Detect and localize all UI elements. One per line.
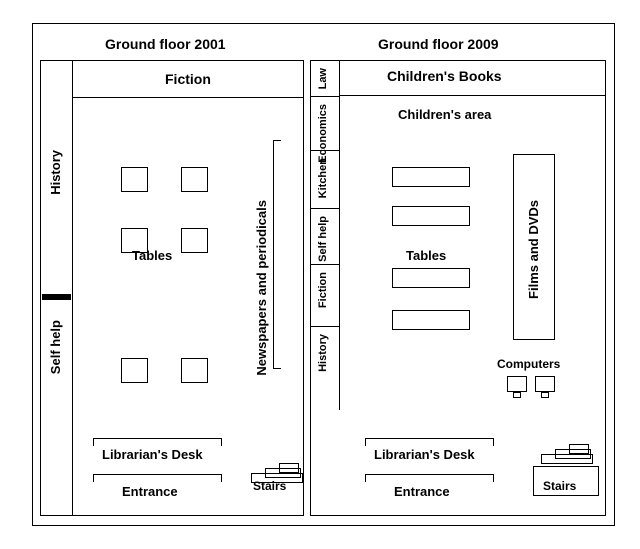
stairs-2009-s3 (541, 454, 593, 464)
bracket-newspapers-b (273, 368, 281, 369)
bracket-desk-2001-l (93, 438, 94, 446)
label-tables-2009: Tables (406, 248, 446, 263)
plan-2001-sidebar (40, 60, 73, 516)
table-2001-0-0 (121, 167, 148, 192)
bracket-entrance-2009 (365, 474, 493, 475)
table-2001-0-1 (181, 167, 208, 192)
table-2001-1-0 (121, 228, 148, 253)
label-computers: Computers (497, 357, 560, 371)
label-entrance-2001: Entrance (122, 484, 178, 499)
bracket-entrance-2009-r (493, 474, 494, 482)
computer-2-screen (535, 376, 555, 392)
label-childrens-area: Children's area (398, 107, 491, 122)
label-childrens-books: Children's Books (387, 68, 502, 84)
bracket-entrance-2001-r (221, 474, 222, 482)
table-2001-1-1 (181, 228, 208, 253)
side-room-label-0: Law (317, 68, 329, 89)
side-room-label-3: Self help (317, 216, 329, 262)
computer-1-stand (513, 392, 521, 398)
table-2001-3-1 (181, 358, 208, 383)
table-2009-0 (392, 167, 470, 187)
bracket-newspapers (273, 140, 274, 368)
table-2009-1 (392, 206, 470, 226)
label-stairs-2009: Stairs (543, 479, 576, 493)
bracket-desk-2001 (93, 438, 221, 439)
label-stairs-2001: Stairs (253, 479, 286, 493)
bracket-desk-2009 (365, 438, 493, 439)
sidebar-divider-2001 (42, 294, 71, 300)
bracket-entrance-2001-l (93, 474, 94, 482)
title-2009: Ground floor 2009 (378, 36, 499, 52)
bracket-desk-2009-r (493, 438, 494, 446)
title-2001: Ground floor 2001 (105, 36, 226, 52)
table-2001-3-0 (121, 358, 148, 383)
label-entrance-2009: Entrance (394, 484, 450, 499)
label-selfhelp-2001: Self help (48, 320, 63, 374)
diagram-stage: Ground floor 2001 Ground floor 2009 Histor… (0, 0, 640, 549)
label-newspapers: Newspapers and periodicals (254, 200, 269, 376)
side-room-label-5: History (317, 334, 329, 372)
bracket-desk-2001-r (221, 438, 222, 446)
side-room-label-2: Kitchen (317, 158, 329, 198)
label-films-dvds: Films and DVDs (526, 200, 541, 299)
bracket-entrance-2009-l (365, 474, 366, 482)
label-desk-2009: Librarian's Desk (374, 447, 475, 462)
label-fiction-2001: Fiction (165, 71, 211, 87)
label-desk-2001: Librarian's Desk (102, 447, 203, 462)
computer-1-screen (507, 376, 527, 392)
table-2009-3 (392, 310, 470, 330)
computer-2-stand (541, 392, 549, 398)
table-2009-2 (392, 268, 470, 288)
label-history-2001: History (48, 150, 63, 195)
side-room-label-4: Fiction (317, 272, 329, 308)
bracket-desk-2009-l (365, 438, 366, 446)
bracket-newspapers-t (273, 140, 281, 141)
bracket-entrance-2001 (93, 474, 221, 475)
